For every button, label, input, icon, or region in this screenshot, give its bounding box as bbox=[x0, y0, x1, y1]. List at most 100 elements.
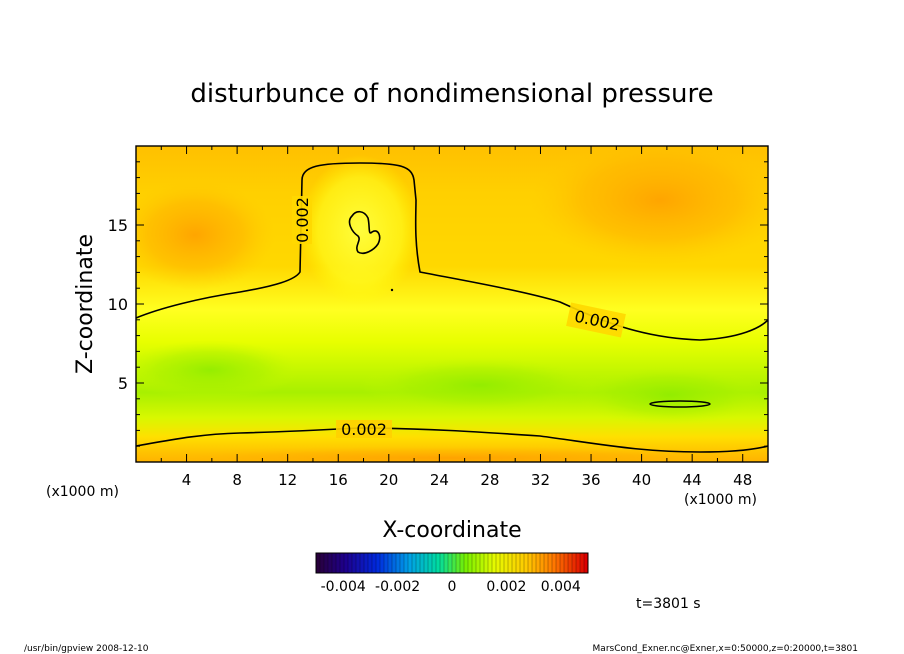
colorbar-cell bbox=[452, 553, 457, 573]
x-tick-label: 40 bbox=[632, 471, 651, 489]
colorbar-cell bbox=[540, 553, 545, 573]
heatmap-field: 0.002 0.002 0.002 bbox=[136, 146, 768, 462]
colorbar-cell bbox=[556, 553, 561, 573]
colorbar-frame bbox=[315, 552, 589, 574]
colorbar-cell bbox=[516, 553, 521, 573]
field-high-left bbox=[136, 180, 275, 290]
colorbar-cell bbox=[476, 553, 481, 573]
x-tick-label: 36 bbox=[581, 471, 600, 489]
colorbar-cell bbox=[448, 553, 453, 573]
colorbar-cell bbox=[464, 553, 469, 573]
y-tick-label: 5 bbox=[118, 374, 128, 393]
colorbar-tick-label: -0.002 bbox=[375, 579, 420, 595]
colorbar-cell bbox=[420, 553, 425, 573]
colorbar-cell bbox=[504, 553, 509, 573]
colorbar-cell bbox=[560, 553, 565, 573]
x-tick-label: 12 bbox=[278, 471, 297, 489]
colorbar-cell bbox=[568, 553, 573, 573]
colorbar-cell bbox=[436, 553, 441, 573]
colorbar-cell bbox=[572, 553, 577, 573]
x-axis-ticks: 4 8 12 16 20 24 28 32 36 40 44 48 bbox=[160, 146, 769, 489]
colorbar-cell bbox=[376, 553, 381, 573]
chart-title: disturbunce of nondimensional pressure bbox=[190, 79, 713, 109]
x-tick-label: 20 bbox=[379, 471, 398, 489]
colorbar-cell bbox=[384, 553, 389, 573]
colorbar-cell bbox=[576, 553, 581, 573]
contour-label-lower: 0.002 bbox=[341, 420, 387, 439]
colorbar-cell bbox=[392, 553, 397, 573]
colorbar-cell bbox=[500, 553, 505, 573]
x-unit-left: (x1000 m) bbox=[46, 484, 119, 500]
footer-left: /usr/bin/gpview 2008-12-10 bbox=[24, 644, 149, 654]
colorbar-cell bbox=[372, 553, 377, 573]
colorbar-cell bbox=[316, 553, 321, 573]
contour-label-bg-3 bbox=[336, 420, 392, 438]
time-label: t=3801 s bbox=[636, 596, 701, 612]
colorbar-cell bbox=[424, 553, 429, 573]
colorbar-cell bbox=[472, 553, 477, 573]
field-low-right bbox=[575, 365, 765, 425]
x-tick-label: 28 bbox=[480, 471, 499, 489]
colorbar-cell bbox=[340, 553, 345, 573]
contour-upper bbox=[136, 162, 768, 341]
x-tick-label: 48 bbox=[733, 471, 752, 489]
colorbar-cell bbox=[388, 553, 393, 573]
colorbar bbox=[315, 553, 589, 573]
y-axis-label: Z-coordinate bbox=[73, 234, 98, 374]
colorbar-tick-label: 0.004 bbox=[541, 579, 581, 595]
contour-label-upper-left: 0.002 bbox=[293, 197, 312, 243]
colorbar-cell bbox=[584, 553, 589, 573]
contour-dot bbox=[390, 288, 394, 292]
colorbar-cell bbox=[536, 553, 541, 573]
footer-right: MarsCond_Exner.nc@Exner,x=0:50000,z=0:20… bbox=[593, 644, 858, 654]
y-tick-label: 10 bbox=[108, 295, 128, 314]
colorbar-cell bbox=[412, 553, 417, 573]
colorbar-tick-label: -0.004 bbox=[321, 579, 366, 595]
colorbar-cell bbox=[512, 553, 517, 573]
colorbar-labels: -0.004 -0.002 0 0.002 0.004 bbox=[321, 579, 581, 595]
x-tick-label: 4 bbox=[182, 471, 192, 489]
colorbar-cell bbox=[328, 553, 333, 573]
colorbar-cell bbox=[336, 553, 341, 573]
x-tick-label: 16 bbox=[329, 471, 348, 489]
colorbar-cell bbox=[364, 553, 369, 573]
x-tick-label: 8 bbox=[232, 471, 242, 489]
colorbar-cell bbox=[492, 553, 497, 573]
colorbar-cell bbox=[352, 553, 357, 573]
x-tick-label: 32 bbox=[531, 471, 550, 489]
x-tick-label: 44 bbox=[683, 471, 702, 489]
contour-label-bg-2 bbox=[566, 302, 626, 338]
field-high-right bbox=[530, 146, 768, 265]
contour-cell bbox=[348, 210, 381, 255]
colorbar-cell bbox=[416, 553, 421, 573]
colorbar-cell bbox=[484, 553, 489, 573]
y-axis-ticks: 5 10 15 bbox=[108, 161, 768, 447]
colorbar-cell bbox=[480, 553, 485, 573]
colorbar-tick-label: 0.002 bbox=[486, 579, 526, 595]
colorbar-cell bbox=[508, 553, 513, 573]
colorbar-cell bbox=[548, 553, 553, 573]
colorbar-cell bbox=[544, 553, 549, 573]
colorbar-cell bbox=[496, 553, 501, 573]
colorbar-cell bbox=[404, 553, 409, 573]
contour-label-bg-1 bbox=[292, 196, 312, 244]
colorbar-cell bbox=[528, 553, 533, 573]
colorbar-cell bbox=[524, 553, 529, 573]
colorbar-cell bbox=[580, 553, 585, 573]
x-tick-label: 24 bbox=[430, 471, 449, 489]
colorbar-cell bbox=[444, 553, 449, 573]
colorbar-cell bbox=[344, 553, 349, 573]
colorbar-cell bbox=[400, 553, 405, 573]
colorbar-cell bbox=[324, 553, 329, 573]
colorbar-cell bbox=[432, 553, 437, 573]
colorbar-cell bbox=[468, 553, 473, 573]
colorbar-cell bbox=[456, 553, 461, 573]
colorbar-cell bbox=[440, 553, 445, 573]
colorbar-cell bbox=[564, 553, 569, 573]
field-updraft bbox=[300, 155, 420, 305]
y-tick-label: 15 bbox=[108, 216, 128, 235]
colorbar-cell bbox=[520, 553, 525, 573]
field-high-bottom bbox=[136, 446, 768, 462]
colorbar-cell bbox=[380, 553, 385, 573]
